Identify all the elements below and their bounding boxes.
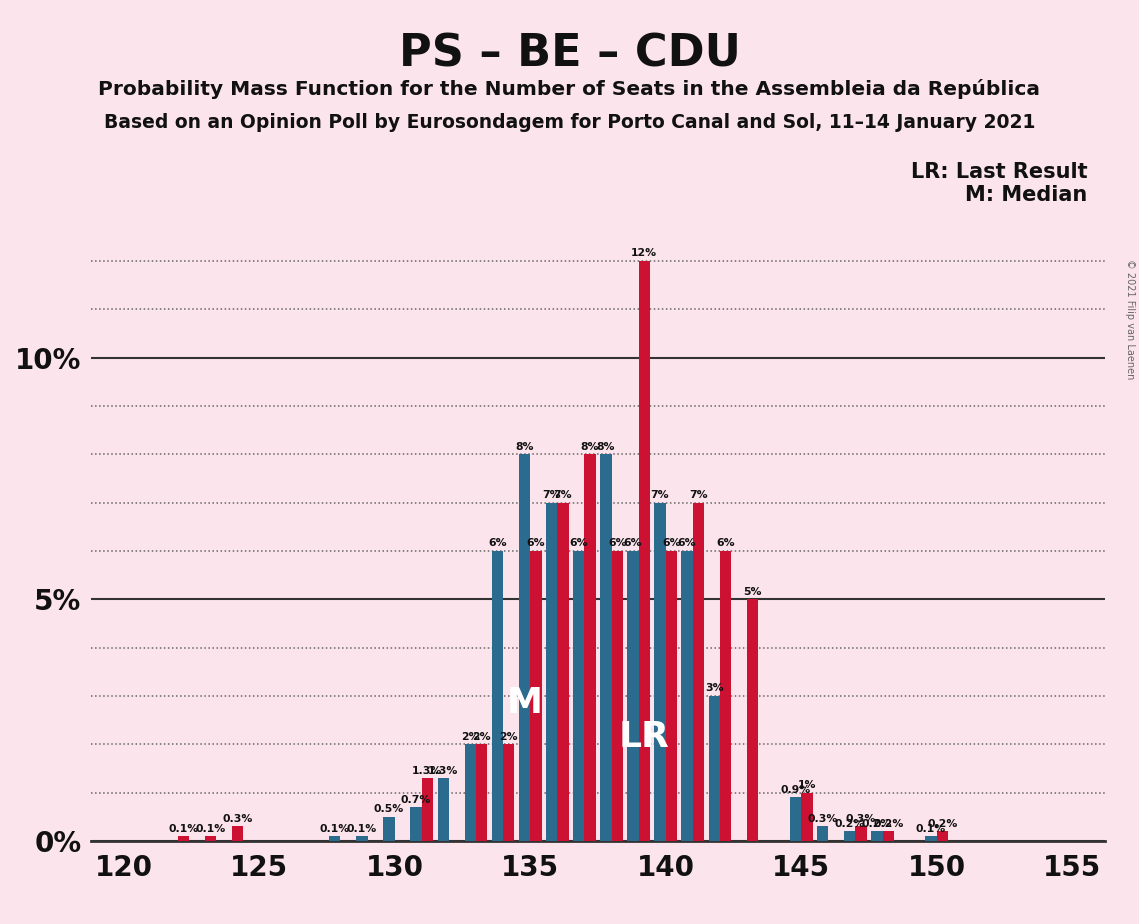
Text: 6%: 6%: [570, 539, 588, 549]
Text: 12%: 12%: [631, 249, 657, 259]
Text: 7%: 7%: [689, 490, 707, 500]
Bar: [232, 826, 244, 841]
Text: 6%: 6%: [608, 539, 626, 549]
Bar: [665, 551, 677, 841]
Bar: [720, 551, 731, 841]
Bar: [654, 503, 665, 841]
Text: PS – BE – CDU: PS – BE – CDU: [399, 32, 740, 76]
Bar: [357, 836, 368, 841]
Text: M: Median: M: Median: [966, 185, 1088, 205]
Bar: [844, 832, 855, 841]
Bar: [693, 503, 704, 841]
Bar: [936, 832, 948, 841]
Bar: [476, 744, 487, 841]
Bar: [871, 832, 883, 841]
Text: 6%: 6%: [526, 539, 546, 549]
Text: 6%: 6%: [662, 539, 681, 549]
Bar: [639, 261, 650, 841]
Bar: [503, 744, 515, 841]
Text: LR: Last Result: LR: Last Result: [911, 162, 1088, 182]
Text: M: M: [507, 686, 542, 720]
Bar: [817, 826, 828, 841]
Bar: [492, 551, 503, 841]
Bar: [789, 797, 801, 841]
Bar: [883, 832, 894, 841]
Text: 0.2%: 0.2%: [874, 819, 903, 829]
Text: 6%: 6%: [489, 539, 507, 549]
Text: Probability Mass Function for the Number of Seats in the Assembleia da República: Probability Mass Function for the Number…: [98, 79, 1041, 99]
Bar: [205, 836, 216, 841]
Bar: [708, 696, 720, 841]
Bar: [384, 817, 395, 841]
Text: 0.2%: 0.2%: [862, 819, 892, 829]
Text: 0.1%: 0.1%: [346, 823, 377, 833]
Bar: [600, 455, 612, 841]
Text: 0.1%: 0.1%: [169, 823, 198, 833]
Bar: [519, 455, 531, 841]
Text: 5%: 5%: [744, 587, 762, 597]
Bar: [531, 551, 542, 841]
Text: 6%: 6%: [716, 539, 735, 549]
Text: 7%: 7%: [554, 490, 572, 500]
Text: 2%: 2%: [473, 732, 491, 742]
Text: 0.3%: 0.3%: [808, 814, 838, 824]
Text: 1.3%: 1.3%: [428, 766, 458, 775]
Text: 0.1%: 0.1%: [196, 823, 226, 833]
Bar: [410, 807, 421, 841]
Bar: [628, 551, 639, 841]
Text: 6%: 6%: [678, 539, 696, 549]
Text: 2%: 2%: [500, 732, 518, 742]
Text: 0.1%: 0.1%: [320, 823, 350, 833]
Text: 3%: 3%: [705, 684, 723, 693]
Bar: [573, 551, 584, 841]
Bar: [925, 836, 936, 841]
Text: 6%: 6%: [624, 539, 642, 549]
Text: © 2021 Filip van Laenen: © 2021 Filip van Laenen: [1125, 259, 1134, 379]
Text: 0.3%: 0.3%: [846, 814, 876, 824]
Text: 1%: 1%: [797, 780, 817, 790]
Text: 0.7%: 0.7%: [401, 795, 432, 805]
Text: 7%: 7%: [650, 490, 670, 500]
Bar: [465, 744, 476, 841]
Text: 0.9%: 0.9%: [780, 784, 811, 795]
Bar: [437, 778, 449, 841]
Text: 0.5%: 0.5%: [374, 804, 404, 814]
Text: Based on an Opinion Poll by Eurosondagem for Porto Canal and Sol, 11–14 January : Based on an Opinion Poll by Eurosondagem…: [104, 113, 1035, 132]
Text: 0.3%: 0.3%: [222, 814, 253, 824]
Bar: [747, 599, 759, 841]
Text: LR: LR: [618, 720, 670, 754]
Bar: [557, 503, 568, 841]
Text: 8%: 8%: [597, 442, 615, 452]
Bar: [855, 826, 867, 841]
Bar: [584, 455, 596, 841]
Bar: [612, 551, 623, 841]
Text: 0.1%: 0.1%: [916, 823, 947, 833]
Bar: [329, 836, 341, 841]
Text: 1.3%: 1.3%: [412, 766, 443, 775]
Text: 0.2%: 0.2%: [927, 819, 958, 829]
Bar: [546, 503, 557, 841]
Bar: [178, 836, 189, 841]
Bar: [801, 793, 812, 841]
Text: 8%: 8%: [581, 442, 599, 452]
Text: 7%: 7%: [542, 490, 560, 500]
Text: 0.2%: 0.2%: [835, 819, 865, 829]
Text: 8%: 8%: [515, 442, 534, 452]
Text: 2%: 2%: [461, 732, 480, 742]
Bar: [681, 551, 693, 841]
Bar: [421, 778, 433, 841]
